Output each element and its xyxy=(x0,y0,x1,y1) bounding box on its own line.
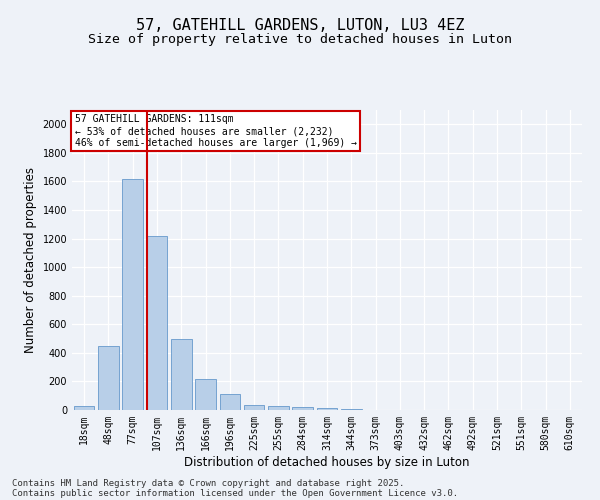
Bar xyxy=(220,394,240,410)
Bar xyxy=(317,408,337,410)
Text: 57, GATEHILL GARDENS, LUTON, LU3 4EZ: 57, GATEHILL GARDENS, LUTON, LU3 4EZ xyxy=(136,18,464,32)
Bar xyxy=(122,178,143,410)
X-axis label: Distribution of detached houses by size in Luton: Distribution of detached houses by size … xyxy=(184,456,470,468)
Bar xyxy=(244,405,265,410)
Bar xyxy=(195,378,216,410)
Text: Contains public sector information licensed under the Open Government Licence v3: Contains public sector information licen… xyxy=(12,488,458,498)
Y-axis label: Number of detached properties: Number of detached properties xyxy=(24,167,37,353)
Bar xyxy=(268,406,289,410)
Text: Contains HM Land Registry data © Crown copyright and database right 2025.: Contains HM Land Registry data © Crown c… xyxy=(12,478,404,488)
Bar xyxy=(171,338,191,410)
Bar xyxy=(74,406,94,410)
Bar xyxy=(292,407,313,410)
Bar xyxy=(146,236,167,410)
Bar xyxy=(341,409,362,410)
Text: Size of property relative to detached houses in Luton: Size of property relative to detached ho… xyxy=(88,32,512,46)
Bar xyxy=(98,346,119,410)
Text: 57 GATEHILL GARDENS: 111sqm
← 53% of detached houses are smaller (2,232)
46% of : 57 GATEHILL GARDENS: 111sqm ← 53% of det… xyxy=(74,114,356,148)
